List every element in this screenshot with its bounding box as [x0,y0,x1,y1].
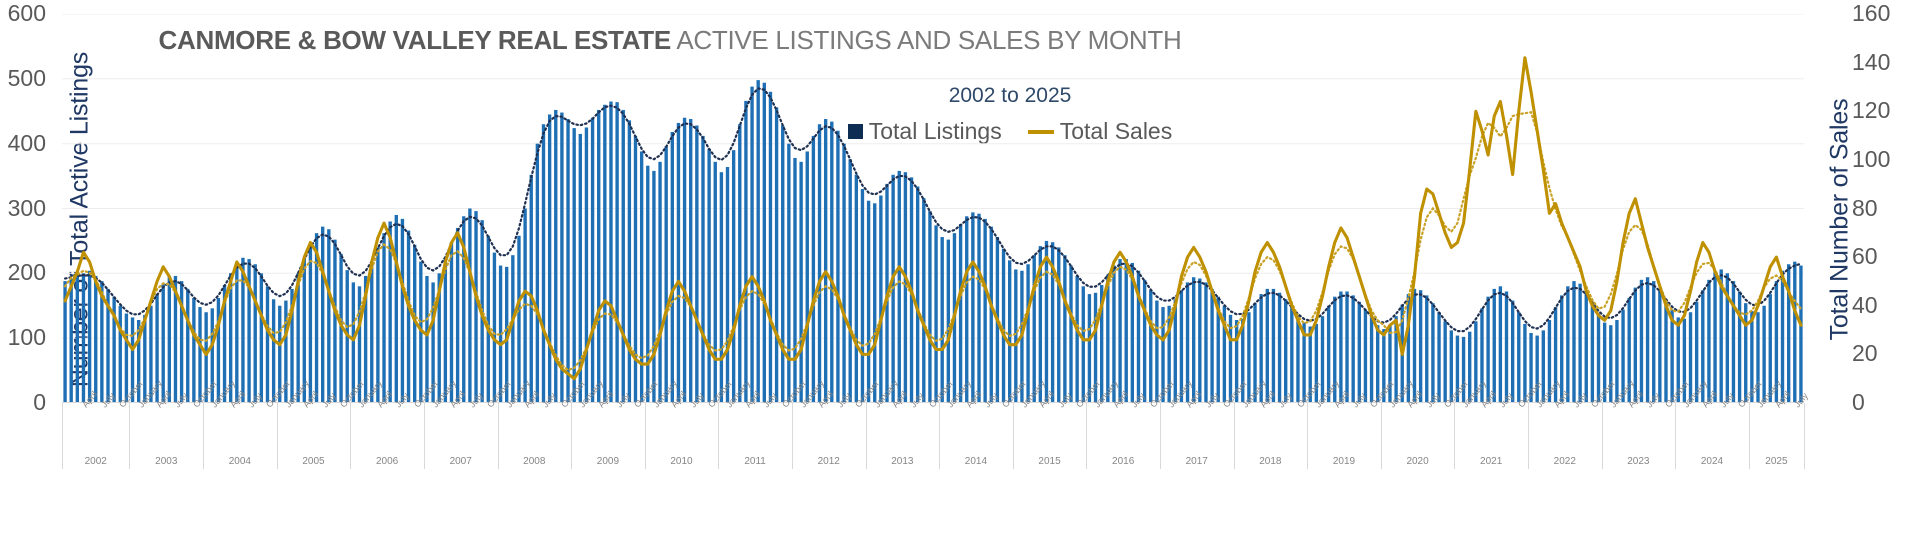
sales-trend-line [63,110,1803,372]
y-axis-right-tick: 80 [1852,194,1878,221]
x-axis-year-separator [1601,403,1603,469]
x-axis-year-label: 2006 [375,456,399,467]
y-axis-right-tick: 160 [1852,0,1891,26]
chart-title: CANMORE & BOW VALLEY REAL ESTATE ACTIVE … [0,25,1340,56]
x-axis-year-separator [939,403,941,469]
x-axis-year-separator [203,403,205,469]
x-axis-year-label: 2016 [1112,456,1135,467]
x-axis-year-label: 2004 [228,456,251,467]
x-axis-year-separator [350,403,352,469]
x-axis-line [62,402,1804,403]
x-axis-year-separator [497,403,499,469]
y-axis-right-title: Total Number of Sales [1825,98,1854,341]
x-axis-year-separator [129,403,131,469]
x-axis-year-separator [1233,403,1235,469]
chart-legend: Total Listings Total Sales [760,118,1260,145]
x-axis-year-label: 2003 [155,456,178,467]
x-axis-year-separator [423,403,425,469]
x-axis-year-label: 2013 [891,456,914,467]
legend-square-icon [847,124,863,139]
y-axis-left-tick: 300 [7,194,46,221]
x-axis-year-label: 2023 [1627,456,1650,467]
y-axis-right-tick: 100 [1852,145,1891,172]
chart-title-strong: CANMORE & BOW VALLEY REAL ESTATE [158,25,672,55]
x-axis-year-label: 2012 [817,456,840,467]
x-axis-year-label: 2007 [449,456,472,467]
x-axis-year-separator [791,403,793,469]
y-axis-right-tick: 0 [1852,389,1865,415]
x-axis-year-label: 2024 [1700,456,1724,467]
x-axis-year-label: 2025 [1765,456,1788,467]
x-axis-year-label: 2017 [1185,456,1208,467]
y-axis-right-tick: 20 [1852,340,1878,367]
x-axis-year-separator [1307,403,1309,469]
x-axis-year-separator [1675,403,1677,469]
y-axis-right-tick: 60 [1852,243,1878,270]
x-axis-year-separator [1527,403,1529,469]
x-axis-year-separator [718,403,720,469]
x-axis-year-separator [571,403,573,469]
legend-item-total-sales[interactable]: Total Sales [1027,118,1173,145]
x-axis-year-label: 2008 [523,456,546,467]
x-axis: April July October January April July October J… [62,378,1810,537]
y-axis-left-tick: 400 [7,129,46,156]
x-axis-year-label: 2015 [1038,456,1061,467]
x-axis-year-separator [1380,403,1382,469]
y-axis-left-tick: 200 [7,259,46,286]
x-axis-year-label: 2010 [670,456,693,467]
y-axis-right-tick: 40 [1852,291,1878,318]
x-axis-year-label: 2011 [744,456,766,467]
legend-line-icon [1027,129,1054,134]
x-axis-year-separator [1748,403,1750,469]
x-axis-year-label: 2020 [1406,456,1429,467]
x-axis-year-separator [1086,403,1088,469]
x-axis-year-separator [1159,403,1161,469]
plot-svg [62,14,1804,403]
y-axis-left-tick: 500 [7,64,46,91]
x-axis-year-label: 2009 [596,456,620,467]
x-axis-year-label: 2005 [302,456,325,467]
legend-label-total-listings: Total Listings [868,118,1002,144]
sales-line [63,56,1803,381]
legend-label-total-sales: Total Sales [1059,118,1173,144]
y-axis-right-tick: 120 [1852,97,1891,124]
x-axis-year-separator [1012,403,1014,469]
x-axis-year-label: 2014 [964,456,988,467]
x-axis-year-separator [865,403,867,469]
x-axis-year-label: 2021 [1480,456,1503,467]
x-axis-year-label: 2002 [84,456,107,467]
x-axis-year-label: 2022 [1553,456,1576,467]
y-axis-left-tick: 100 [7,324,46,351]
x-axis-year-separator [276,403,278,469]
x-axis-year-separator [644,403,646,469]
bar-series [63,80,1803,403]
x-axis-year-separator [62,403,63,469]
y-axis-right-tick: 140 [1852,48,1891,75]
chart-title-rest: ACTIVE LISTINGS AND SALES BY MONTH [670,25,1182,55]
chart-subtitle: 2002 to 2025 [948,84,1072,107]
y-axis-left-tick: 600 [7,0,46,26]
plot-area [62,14,1804,403]
y-axis-left-tick: 0 [33,389,46,415]
legend-item-total-listings[interactable]: Total Listings [847,118,1002,145]
x-axis-year-label: 2018 [1259,456,1282,467]
x-axis-year-separator [1804,403,1805,469]
x-axis-year-separator [1454,403,1456,469]
x-axis-year-label: 2019 [1332,456,1356,467]
listings-trend-line [63,87,1803,333]
